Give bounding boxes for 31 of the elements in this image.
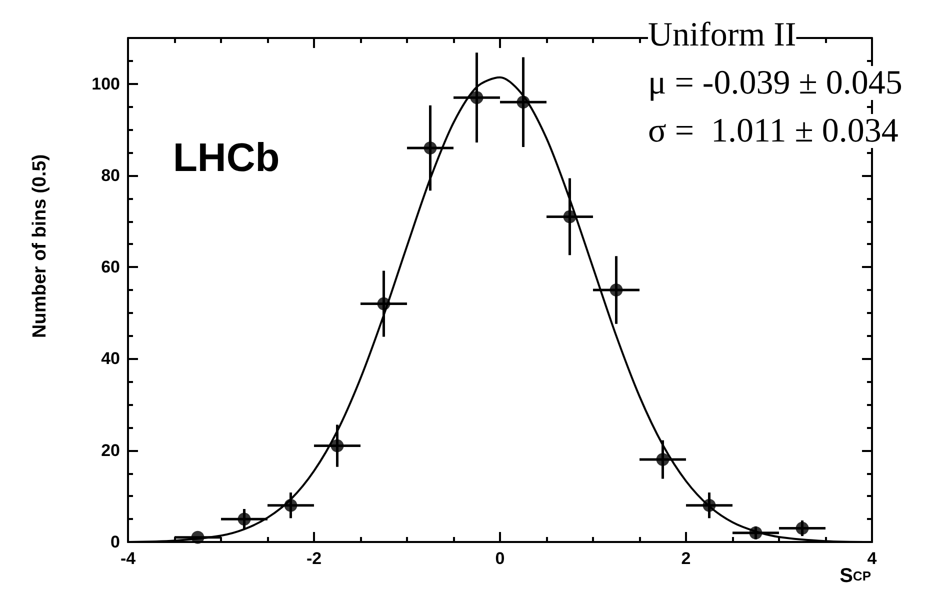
y-tick-label: 80 [101, 166, 120, 185]
annotation: σ = 1.011 ± 0.034 [648, 112, 898, 150]
annotation: μ = -0.039 ± 0.045 [648, 64, 902, 102]
point [610, 284, 623, 296]
point [656, 453, 670, 466]
x-axis-title: SCP [840, 565, 872, 587]
point [796, 522, 809, 535]
annotation: LHCb [173, 136, 280, 180]
x-tick-label: -4 [120, 549, 136, 568]
point [516, 96, 530, 109]
y-tick-label: 20 [101, 440, 120, 460]
y-tick-label: 100 [92, 74, 120, 94]
point [191, 530, 204, 544]
point [377, 297, 390, 310]
x-tick-label: 0 [495, 549, 505, 568]
point [424, 141, 437, 154]
point [238, 512, 251, 526]
point [563, 210, 576, 224]
y-tick-label: 0 [110, 532, 120, 552]
point [749, 526, 762, 540]
y-axis-title: Number of bins (0.5) [30, 154, 50, 338]
annotation: Uniform II [648, 16, 796, 54]
y-tick-label: 60 [101, 258, 120, 277]
point [470, 91, 484, 104]
y-tick-label: 40 [101, 349, 120, 368]
x-tick-label: 2 [681, 549, 691, 568]
point [702, 498, 716, 512]
x-tick-label: 4 [867, 549, 878, 568]
point [330, 439, 344, 452]
x-tick-label: -2 [306, 549, 322, 568]
point [284, 498, 298, 512]
